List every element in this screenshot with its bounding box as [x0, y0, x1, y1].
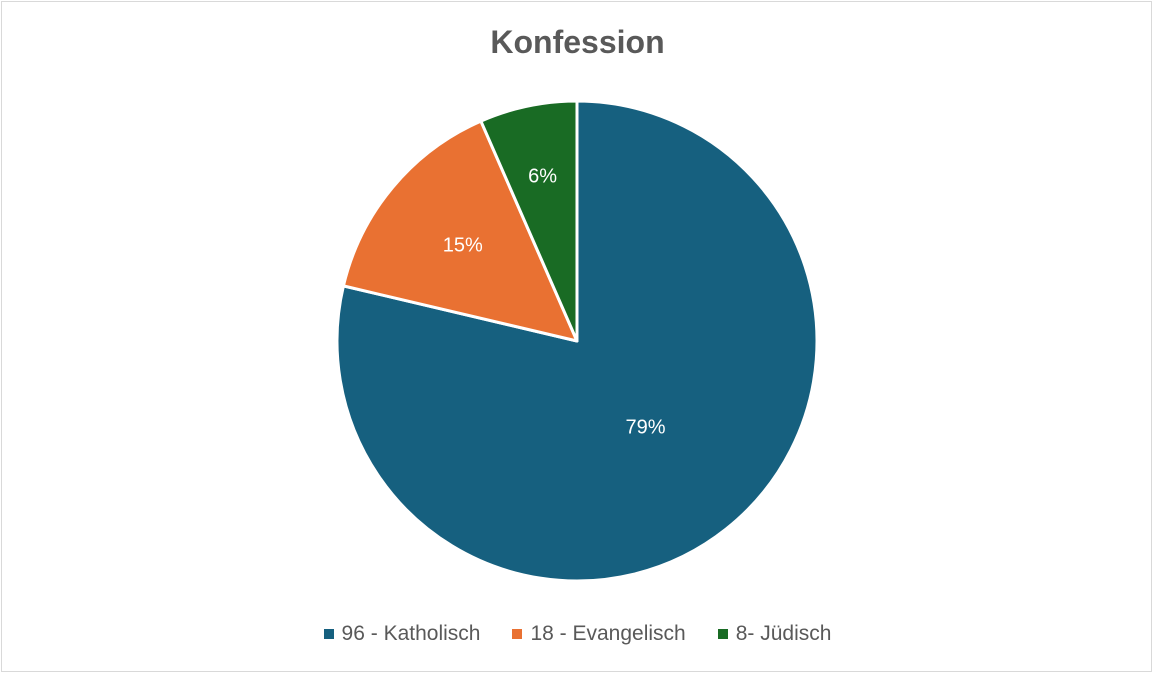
pie-slice-2: [341, 119, 579, 343]
data-label-2: 15%: [443, 235, 483, 257]
chart-title: Konfession: [490, 24, 665, 60]
legend-swatch-3: [717, 629, 728, 639]
legend-item-2: 18 - Evangelisch: [512, 622, 686, 646]
legend-label-2: 18 - Evangelisch: [530, 622, 686, 645]
pie-slice-3: [479, 99, 579, 343]
legend-item-1: 96 - Katholisch: [323, 622, 481, 646]
data-label-3: 6%: [528, 166, 557, 188]
legend-label-1: 96 - Katholisch: [341, 622, 481, 645]
data-label-1: 79%: [625, 417, 665, 439]
legend-swatch-1: [323, 629, 334, 639]
legend: 96 - Katholisch 18 - Evangelisch 8- Jüdisc…: [2, 622, 1153, 646]
legend-item-3: 8- Jüdisch: [717, 622, 832, 646]
legend-swatch-2: [512, 629, 523, 639]
legend-label-3: 8- Jüdisch: [735, 622, 832, 645]
